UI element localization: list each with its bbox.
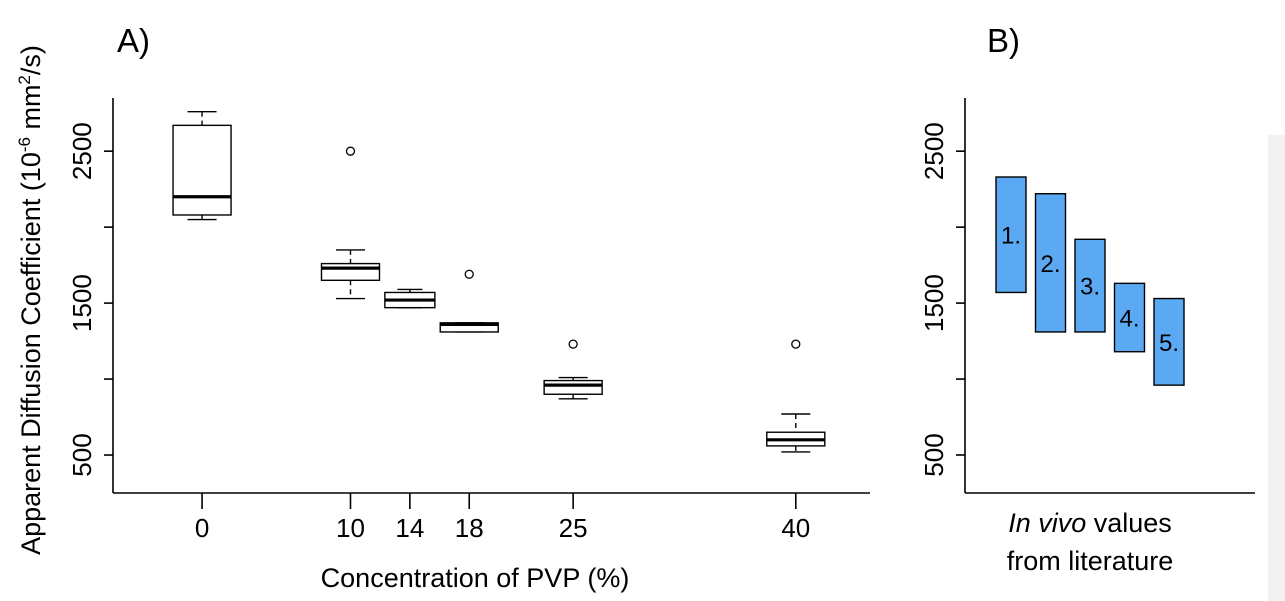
box-25 <box>543 339 603 400</box>
right-edge-strip <box>1268 135 1285 601</box>
y-title-prefix: Apparent Diffusion Coefficient (10 <box>16 152 46 555</box>
box-18 <box>439 269 499 333</box>
range-1-bar <box>995 176 1027 294</box>
panel-a-y-ticks: 500 1500 2500 <box>67 122 113 477</box>
box-40 <box>766 339 826 453</box>
panel-b-y-ticks: 500 1500 2500 <box>919 122 965 477</box>
box-18-outlier-0 <box>464 269 474 279</box>
box-40-outlier-0 <box>791 339 801 349</box>
range-3-label: 3. <box>1080 274 1100 301</box>
x-tick-label-40: 40 <box>781 513 810 543</box>
b-y-tick-label-2500: 2500 <box>919 122 949 180</box>
range-1-label: 1. <box>1001 223 1021 250</box>
range-5: 5. <box>1153 297 1185 386</box>
range-5-label: 5. <box>1159 330 1179 357</box>
range-2-bar <box>1034 193 1067 333</box>
y-tick-label-1500: 1500 <box>67 274 97 332</box>
box-25-outlier-0 <box>568 339 578 349</box>
range-3: 3. <box>1074 238 1106 333</box>
range-2-label: 2. <box>1040 251 1060 278</box>
panel-a-x-ticks: 0 10 14 18 25 40 <box>195 493 810 543</box>
panel-b-x-axis-title-line1: In vivo values <box>1008 508 1172 538</box>
b-y-tick-label-1500: 1500 <box>919 274 949 332</box>
box-0 <box>172 110 232 221</box>
x-tick-label-10: 10 <box>336 513 365 543</box>
box-0-iqr <box>172 124 232 216</box>
y-title-exp1: -6 <box>15 137 34 152</box>
range-4-bar <box>1113 282 1146 353</box>
panel-a-label: A) <box>117 22 150 59</box>
y-title-mid: mm <box>16 85 46 137</box>
panel-b-x-axis-title-line2: from literature <box>1007 546 1174 576</box>
x-tick-label-0: 0 <box>195 513 209 543</box>
range-1: 1. <box>995 176 1027 294</box>
box-10 <box>320 146 381 300</box>
y-title-suffix: /s) <box>16 45 46 75</box>
y-title-exp2: 2 <box>15 75 34 84</box>
box-14 <box>384 288 436 309</box>
b-y-tick-label-500: 500 <box>919 433 949 476</box>
box-10-outlier-0 <box>345 146 356 156</box>
box-10-iqr <box>320 262 381 282</box>
panel-b: B) 500 1500 2500 1. 2. 3. 4. 5. In vivo values… <box>919 22 1255 576</box>
y-tick-label-2500: 2500 <box>67 122 97 180</box>
panel-b-ranges: 1. 2. 3. 4. 5. <box>995 176 1185 386</box>
range-2: 2. <box>1034 193 1067 333</box>
x-tick-label-25: 25 <box>559 513 588 543</box>
x-tick-label-14: 14 <box>395 513 424 543</box>
panel-a-y-axis-title: Apparent Diffusion Coefficient (10-6 mm2… <box>15 45 46 555</box>
panel-b-label: B) <box>987 22 1020 59</box>
values-text: values <box>1086 508 1172 538</box>
panel-a-x-axis-title: Concentration of PVP (%) <box>321 563 630 593</box>
box-25-iqr <box>543 379 603 395</box>
in-vivo-italic: In vivo <box>1008 508 1086 538</box>
panel-a-boxes <box>172 110 826 453</box>
y-tick-label-500: 500 <box>67 433 97 476</box>
range-4: 4. <box>1113 282 1146 353</box>
range-5-bar <box>1153 297 1185 386</box>
panel-a: A) 500 1500 2500 0 10 14 18 25 40 Concentration… <box>15 22 870 593</box>
x-tick-label-18: 18 <box>455 513 484 543</box>
range-3-bar <box>1074 238 1106 333</box>
range-4-label: 4. <box>1119 306 1139 333</box>
